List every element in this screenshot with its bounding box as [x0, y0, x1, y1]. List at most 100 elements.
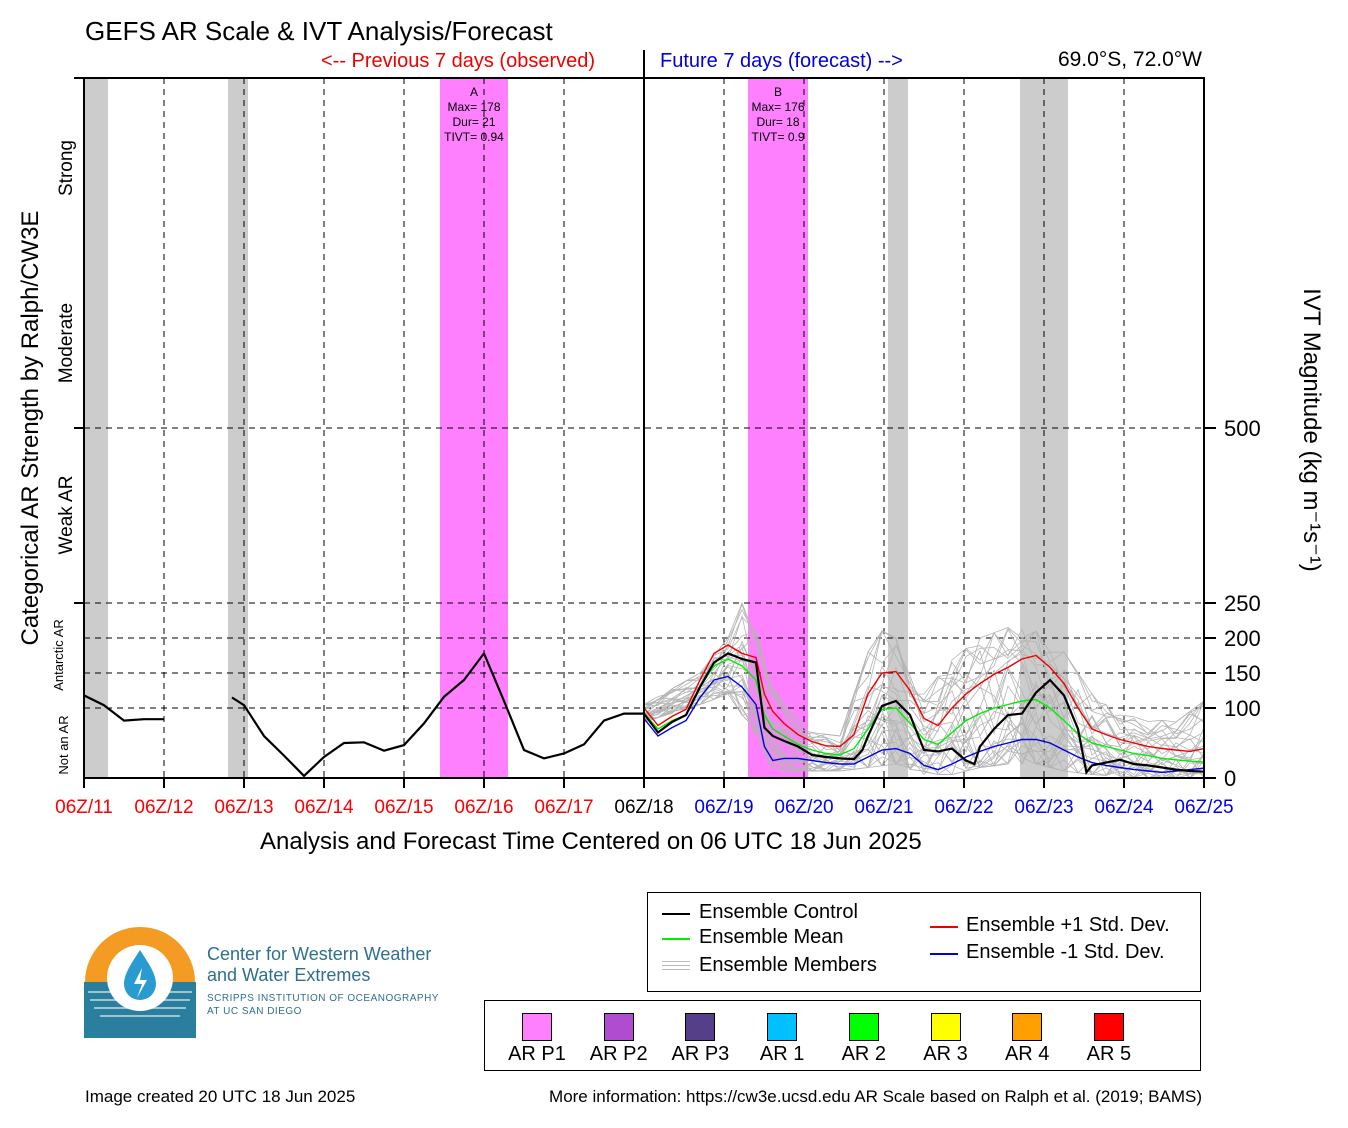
x-tick-label: 06Z/15 [374, 797, 433, 818]
ar-scale-label: AR 2 [841, 1043, 887, 1065]
legend-minus-sd-line [930, 953, 958, 955]
right-axis-title: IVT Magnitude (kg m⁻¹s⁻¹) [1298, 288, 1325, 572]
ar-event-label: TIVT= 0.94 [444, 130, 504, 144]
observed-line [83, 694, 164, 722]
ar-scale-label: AR P3 [671, 1043, 730, 1065]
org-subtitle-line2: AT UC SAN DIEGO [207, 1006, 302, 1017]
ar-event-label: Max= 176 [751, 100, 804, 114]
y-tick-label: 200 [1224, 626, 1261, 651]
x-tick-label: 06Z/11 [55, 797, 113, 818]
ar-scale-swatch [685, 1013, 716, 1041]
ensemble-members [643, 601, 1205, 779]
ensemble-member-line [643, 691, 1205, 779]
legend-members-line [662, 961, 690, 962]
x-tick-label: 06Z/22 [934, 797, 993, 818]
ar-scale-swatch [767, 1013, 798, 1041]
x-axis-label: Analysis and Forecast Time Centered on 0… [260, 828, 922, 855]
org-subtitle-line1: SCRIPPS INSTITUTION OF OCEANOGRAPHY [207, 993, 439, 1004]
ar-event-label: Dur= 21 [452, 115, 495, 129]
plot-frame [74, 50, 1216, 788]
ensemble-member-line [643, 652, 1205, 757]
org-name-line1: Center for Western Weather [207, 944, 432, 964]
x-tick-label: 06Z/17 [534, 797, 593, 818]
y-tick-label: 100 [1224, 696, 1261, 721]
y-tick-label: 0 [1224, 766, 1236, 791]
y-tick-label: 500 [1224, 416, 1261, 441]
control-line [643, 652, 1205, 775]
legend-plus-sd-label: Ensemble +1 Std. Dev. [966, 914, 1170, 936]
category-label: Moderate [56, 303, 77, 383]
ensemble-member-line [643, 675, 1204, 779]
previous-label: <-- Previous 7 days (observed) [321, 50, 596, 72]
legend-minus-sd-label: Ensemble -1 Std. Dev. [966, 941, 1165, 963]
plus-sd-line [643, 644, 1205, 753]
legend-control-line [662, 913, 690, 915]
series-lines [83, 644, 1205, 778]
left-axis-title: Categorical AR Strength by Ralph/CW3E [17, 211, 44, 646]
x-tick-label: 06Z/16 [454, 797, 513, 818]
ar-event-label: Max= 178 [447, 100, 500, 114]
footer-created: Image created 20 UTC 18 Jun 2025 [85, 1087, 356, 1106]
x-tick-label: 06Z/21 [854, 797, 913, 818]
ensemble-member-line [643, 614, 1205, 750]
x-tick-label: 06Z/24 [1094, 797, 1154, 818]
ar-event-label: A [470, 85, 478, 99]
legend-members-label: Ensemble Members [699, 954, 877, 976]
ar-scale-label: AR 5 [1086, 1043, 1132, 1065]
legend-control-label: Ensemble Control [699, 901, 858, 923]
ar-scale-label: AR P2 [589, 1043, 648, 1065]
future-label: Future 7 days (forecast) --> [660, 50, 903, 72]
ensemble-member-line [643, 603, 1205, 739]
ensemble-member-line [643, 659, 1205, 763]
ensemble-member-line [643, 644, 1205, 757]
minus-sd-line [643, 675, 1205, 774]
ensemble-member-line [643, 690, 1204, 779]
legend-mean-label: Ensemble Mean [699, 926, 844, 948]
x-tick-label: 06Z/25 [1174, 797, 1233, 818]
footer-info: More information: https://cw3e.ucsd.edu … [549, 1087, 1202, 1106]
x-tick-label: 06Z/13 [214, 797, 273, 818]
ar-scale-swatch [522, 1013, 552, 1041]
ar-event-label: Dur= 18 [756, 115, 799, 129]
x-tick-label: 06Z/18 [614, 797, 673, 818]
ar-scale-swatch [930, 1013, 961, 1041]
observed-line [231, 651, 644, 778]
y-tick-label: 150 [1224, 661, 1261, 686]
series-legend: Ensemble Control Ensemble Mean Ensemble … [647, 892, 1201, 992]
chart-title: GEFS AR Scale & IVT Analysis/Forecast [85, 16, 553, 46]
ensemble-member-line [643, 601, 1205, 737]
ensemble-member-line [643, 616, 1205, 739]
ar-scale-label: AR P1 [508, 1043, 566, 1065]
x-tick-label: 06Z/23 [1014, 797, 1073, 818]
ar-event-label: TIVT= 0.9 [751, 130, 804, 144]
legend-mean-line [662, 938, 690, 940]
ar-scale-legend: AR P1 AR P2 AR P3 AR 1 AR 2 AR 3 AR 4 AR 5 [484, 1000, 1201, 1071]
ar-scale-label: AR 1 [759, 1043, 805, 1065]
x-tick-label: 06Z/14 [294, 797, 354, 818]
ar-scale-swatch [848, 1013, 879, 1041]
y-tick-label: 250 [1224, 591, 1261, 616]
category-label: Weak AR [56, 476, 77, 555]
legend-plus-sd-line [930, 926, 958, 928]
category-label: Strong [56, 140, 77, 196]
x-tick-label: 06Z/12 [134, 797, 193, 818]
category-label: Antarctic AR [51, 619, 66, 691]
ensemble-member-line [643, 655, 1205, 768]
ar-event-label: B [774, 85, 782, 99]
ar-scale-swatch [603, 1013, 634, 1041]
cw3e-logo-icon [84, 927, 196, 1038]
category-label: Not an AR [56, 715, 71, 774]
ensemble-member-line [643, 644, 1205, 745]
x-tick-label: 06Z/19 [694, 797, 753, 818]
org-name-line2: and Water Extremes [207, 965, 371, 985]
ar-scale-swatch [1012, 1013, 1043, 1041]
ensemble-member-line [643, 640, 1205, 761]
x-tick-label: 06Z/20 [774, 797, 833, 818]
location-label: 69.0°S, 72.0°W [1057, 48, 1202, 71]
ar-scale-swatch [1093, 1013, 1124, 1041]
ar-scale-label: AR 4 [1004, 1043, 1050, 1065]
ar-scale-label: AR 3 [923, 1043, 968, 1065]
ensemble-member-line [643, 628, 1205, 752]
